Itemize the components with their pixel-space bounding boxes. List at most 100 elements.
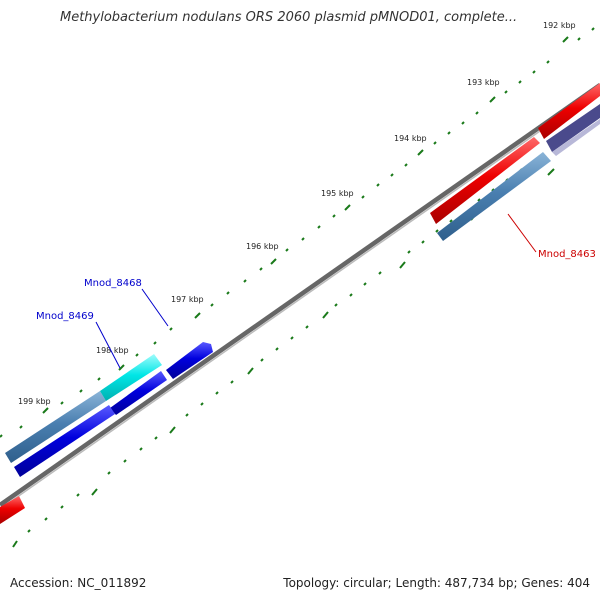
gene-feature-mnod-8469-cyan[interactable] [100,354,162,401]
tick-mark [449,219,453,223]
tick-mark [12,540,18,548]
tick-mark [153,341,157,345]
gene-label-mnod-8463[interactable]: Mnod_8463 [538,249,596,260]
map-title: Methylobacterium nodulans ORS 2060 plasm… [60,10,518,25]
leader-line-mnod-8468 [141,288,169,327]
tick-mark [322,311,329,319]
gene-feature-steelblue-reverse[interactable] [437,152,551,241]
tick-mark [504,90,508,94]
gene-feature-red-forward-partial[interactable] [0,496,25,524]
tick-mark [226,291,230,295]
tick-mark [97,377,101,381]
tick-mark [435,229,439,233]
outer-tick-row [0,27,595,438]
tick-mark [562,36,569,43]
reverse-strand-features [5,104,600,477]
tick-mark [591,27,595,31]
tick-mark [259,267,263,271]
tick-label: 197 kbp [171,295,204,304]
tick-mark [230,380,234,384]
tick-mark [60,401,64,405]
gene-feature-blue-reverse[interactable] [14,405,115,477]
tick-mark [60,505,64,509]
gene-label-mnod-8468[interactable]: Mnod_8468 [84,278,142,289]
backbone-inner [0,88,600,510]
tick-label: 199 kbp [18,397,51,406]
genome-summary-text: Topology: circular; Length: 487,734 bp; … [283,576,590,590]
tick-mark [290,336,294,340]
tick-mark [285,248,289,252]
tick-mark [194,312,201,319]
tick-label: 192 kbp [543,21,576,30]
tick-mark [547,168,555,176]
forward-strand-features [0,83,600,524]
tick-mark [44,517,48,521]
tick-mark [247,367,254,375]
tick-mark [215,391,219,395]
tick-mark [123,459,127,463]
tick-mark [135,353,139,357]
tick-mark [200,402,204,406]
tick-mark [532,70,536,74]
tick-mark [376,183,380,187]
tick-mark [363,282,367,286]
tick-mark [19,425,23,429]
tick-label: 193 kbp [467,78,500,87]
tick-mark [577,37,581,41]
tick-mark [139,447,143,451]
tick-mark [491,188,495,192]
tick-mark [91,488,98,496]
tick-mark [407,250,411,254]
tick-mark [210,303,214,307]
tick-mark [417,149,424,156]
tick-mark [390,173,394,177]
gene-feature-red-forward[interactable] [538,83,600,139]
tick-mark [433,141,437,145]
leader-line-mnod-8463 [507,213,537,253]
tick-mark [260,358,264,362]
tick-mark [118,364,125,371]
tick-mark [317,225,321,229]
tick-mark [79,389,83,393]
tick-label: 194 kbp [394,134,427,143]
tick-mark [518,80,522,84]
tick-label: 195 kbp [321,189,354,198]
gene-feature-mnod-8469-steelblue[interactable] [5,391,106,463]
tick-mark [334,303,338,307]
tick-mark [301,237,305,241]
tick-mark [461,121,465,125]
tick-mark [378,271,382,275]
tick-mark [332,214,336,218]
gene-feature-mnod-8468[interactable] [166,342,213,379]
tick-label: 198 kbp [96,346,129,355]
tick-mark [185,413,189,417]
tick-mark [421,240,425,244]
tick-mark [344,204,351,211]
gene-label-mnod-8469[interactable]: Mnod_8469 [36,311,94,322]
tick-label: 196 kbp [246,242,279,251]
tick-mark [27,529,31,533]
tick-mark [447,131,451,135]
tick-mark [361,195,365,199]
tick-mark [154,436,158,440]
accession-text: Accession: NC_011892 [10,576,147,590]
tick-mark [275,347,279,351]
tick-mark [169,327,173,331]
tick-mark [399,261,406,269]
leader-line-mnod-8469 [95,321,121,369]
gene-feature-lilac-reverse[interactable] [552,119,600,156]
tick-mark [76,493,80,497]
gene-feature-purple-reverse[interactable] [546,104,600,152]
tick-mark [270,258,277,265]
tick-mark [42,407,49,414]
tick-mark [349,293,353,297]
tick-mark [107,471,111,475]
tick-mark [404,163,408,167]
tick-mark [0,434,3,438]
tick-mark [477,198,481,202]
gene-feature-blue-forward[interactable] [110,371,167,415]
tick-mark [169,426,176,434]
gene-feature-mnod-8463-red-forward[interactable] [430,137,540,224]
